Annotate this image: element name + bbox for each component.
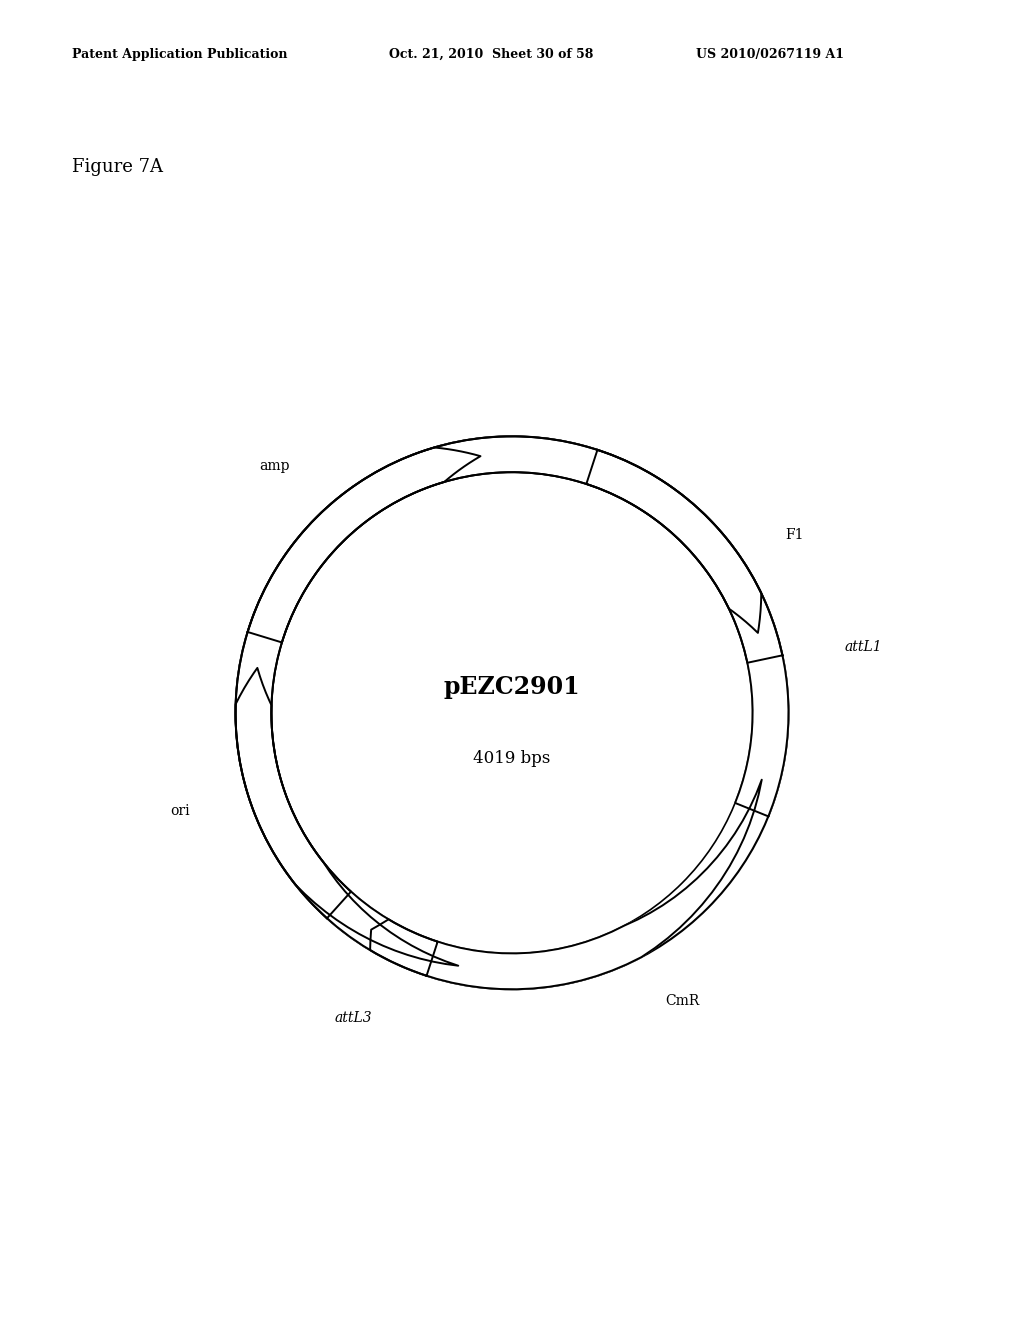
Polygon shape [587,450,761,632]
Text: attL3: attL3 [335,1011,373,1024]
Polygon shape [370,919,437,975]
Text: Oct. 21, 2010  Sheet 30 of 58: Oct. 21, 2010 Sheet 30 of 58 [389,48,594,61]
Polygon shape [236,437,782,989]
Text: CmR: CmR [666,994,699,1008]
Text: US 2010/0267119 A1: US 2010/0267119 A1 [696,48,845,61]
Text: F1: F1 [785,528,804,543]
Polygon shape [248,447,480,643]
Text: ori: ori [170,804,189,818]
Text: Figure 7A: Figure 7A [72,158,163,177]
Text: 4019 bps: 4019 bps [473,750,551,767]
Polygon shape [236,437,788,966]
Text: amp: amp [259,459,290,474]
Text: pEZC2901: pEZC2901 [443,676,581,700]
Polygon shape [236,668,351,919]
Text: attL1: attL1 [844,640,882,655]
Text: Patent Application Publication: Patent Application Publication [72,48,287,61]
